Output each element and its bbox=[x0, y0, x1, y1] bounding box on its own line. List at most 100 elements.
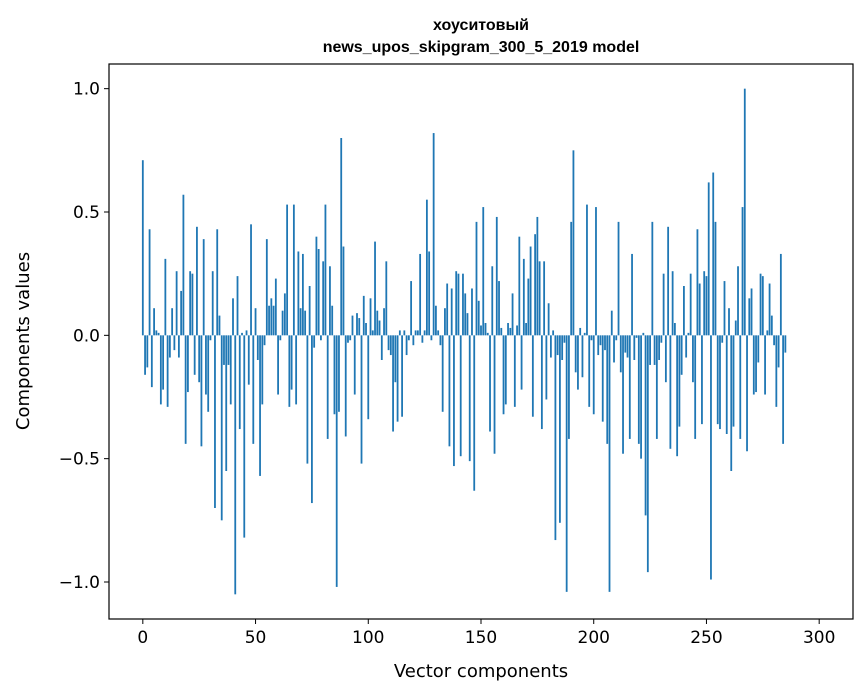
bar-component-3 bbox=[148, 229, 151, 336]
y-axis-ticks: −1.0 −0.5 0.0 0.5 1.0 bbox=[59, 80, 109, 593]
y-tick-label: −1.0 bbox=[59, 573, 100, 593]
bar-component-146 bbox=[471, 288, 473, 336]
y-tick-label: 0.0 bbox=[73, 326, 100, 346]
bar-component-218 bbox=[633, 335, 636, 360]
bar-component-203 bbox=[599, 335, 602, 346]
bar-component-84 bbox=[331, 305, 334, 336]
bar-component-200 bbox=[592, 335, 595, 415]
bar-component-88 bbox=[340, 138, 343, 336]
bar-component-43 bbox=[238, 335, 241, 430]
bar-component-10 bbox=[164, 258, 167, 336]
bar-component-79 bbox=[320, 335, 322, 341]
x-tick-label: 0 bbox=[137, 628, 148, 648]
bar-component-33 bbox=[216, 229, 219, 336]
bar-component-262 bbox=[732, 335, 735, 427]
y-tick-label: 1.0 bbox=[73, 80, 100, 100]
bar-component-162 bbox=[507, 323, 509, 336]
bar-component-190 bbox=[570, 221, 573, 336]
bar-component-280 bbox=[773, 335, 775, 346]
bar-component-0 bbox=[141, 160, 144, 336]
bar-component-98 bbox=[362, 295, 365, 336]
bar-component-252 bbox=[710, 335, 712, 580]
bar-component-228 bbox=[655, 335, 658, 439]
bar-component-34 bbox=[218, 315, 221, 336]
bar-component-21 bbox=[189, 271, 192, 336]
bar-component-42 bbox=[236, 276, 239, 336]
bar-component-261 bbox=[730, 335, 733, 471]
bar-component-247 bbox=[698, 283, 701, 336]
bar-component-273 bbox=[757, 335, 760, 363]
bar-component-266 bbox=[741, 207, 744, 336]
bar-component-279 bbox=[770, 315, 773, 336]
x-tick-label: 150 bbox=[465, 628, 497, 648]
bar-component-224 bbox=[646, 335, 649, 573]
bar-component-153 bbox=[486, 332, 489, 336]
bar-component-135 bbox=[446, 283, 449, 336]
bar-component-234 bbox=[669, 335, 672, 449]
bar-component-35 bbox=[220, 335, 223, 521]
bar-component-51 bbox=[256, 335, 259, 360]
bar-component-163 bbox=[509, 327, 512, 336]
bar-component-232 bbox=[664, 335, 667, 383]
bar-component-231 bbox=[662, 273, 665, 336]
bar-component-282 bbox=[777, 335, 780, 368]
bar-component-20 bbox=[187, 335, 189, 393]
bar-component-107 bbox=[383, 308, 385, 336]
bar-component-69 bbox=[297, 251, 300, 336]
bar-component-212 bbox=[619, 335, 622, 373]
bar-component-103 bbox=[374, 241, 376, 336]
bar-component-164 bbox=[511, 293, 514, 336]
bar-component-148 bbox=[475, 221, 478, 336]
y-axis-label: Components values bbox=[13, 252, 34, 430]
bar-component-54 bbox=[263, 335, 266, 346]
bar-component-201 bbox=[595, 207, 597, 336]
bar-component-121 bbox=[414, 330, 417, 336]
bar-component-125 bbox=[423, 330, 426, 336]
bar-component-97 bbox=[360, 335, 363, 464]
bar-component-128 bbox=[430, 335, 433, 341]
bar-component-1 bbox=[144, 335, 146, 375]
bar-component-204 bbox=[601, 335, 604, 422]
bar-component-14 bbox=[173, 335, 176, 351]
bar-component-47 bbox=[247, 335, 250, 385]
bar-component-222 bbox=[642, 332, 645, 336]
bar-component-22 bbox=[191, 273, 194, 336]
bar-component-182 bbox=[552, 330, 555, 336]
bar-component-221 bbox=[640, 335, 642, 459]
bar-component-139 bbox=[455, 271, 458, 336]
chart-title-line-1: хоуситовый bbox=[433, 17, 529, 34]
bar-component-183 bbox=[554, 335, 557, 541]
bar-component-237 bbox=[676, 335, 679, 457]
bar-component-24 bbox=[196, 226, 198, 336]
bar-component-263 bbox=[734, 320, 737, 336]
bar-component-115 bbox=[401, 335, 403, 417]
bar-component-64 bbox=[286, 204, 289, 336]
bar-component-149 bbox=[477, 300, 480, 336]
bar-component-77 bbox=[315, 236, 318, 336]
bar-component-17 bbox=[180, 290, 183, 336]
bar-component-102 bbox=[371, 330, 374, 336]
bar-component-161 bbox=[504, 335, 507, 405]
bar-component-196 bbox=[583, 332, 586, 336]
bar-component-152 bbox=[484, 323, 487, 336]
bar-component-240 bbox=[683, 286, 685, 336]
bar-component-86 bbox=[335, 335, 338, 587]
bar-component-114 bbox=[398, 330, 401, 336]
bar-component-223 bbox=[644, 335, 647, 516]
bar-component-117 bbox=[405, 335, 408, 356]
bar-component-78 bbox=[317, 249, 320, 336]
bar-component-229 bbox=[658, 335, 661, 360]
bar-component-138 bbox=[453, 335, 455, 467]
bar-component-277 bbox=[766, 330, 769, 336]
bar-component-154 bbox=[489, 335, 491, 432]
bar-component-258 bbox=[723, 281, 726, 336]
bar-component-230 bbox=[660, 335, 663, 343]
bar-component-211 bbox=[617, 221, 620, 336]
bar-component-70 bbox=[299, 308, 302, 336]
bar-component-207 bbox=[608, 335, 611, 592]
bar-component-174 bbox=[534, 234, 537, 336]
bar-component-39 bbox=[229, 335, 232, 405]
bar-component-131 bbox=[437, 330, 440, 336]
bar-component-62 bbox=[281, 310, 284, 336]
